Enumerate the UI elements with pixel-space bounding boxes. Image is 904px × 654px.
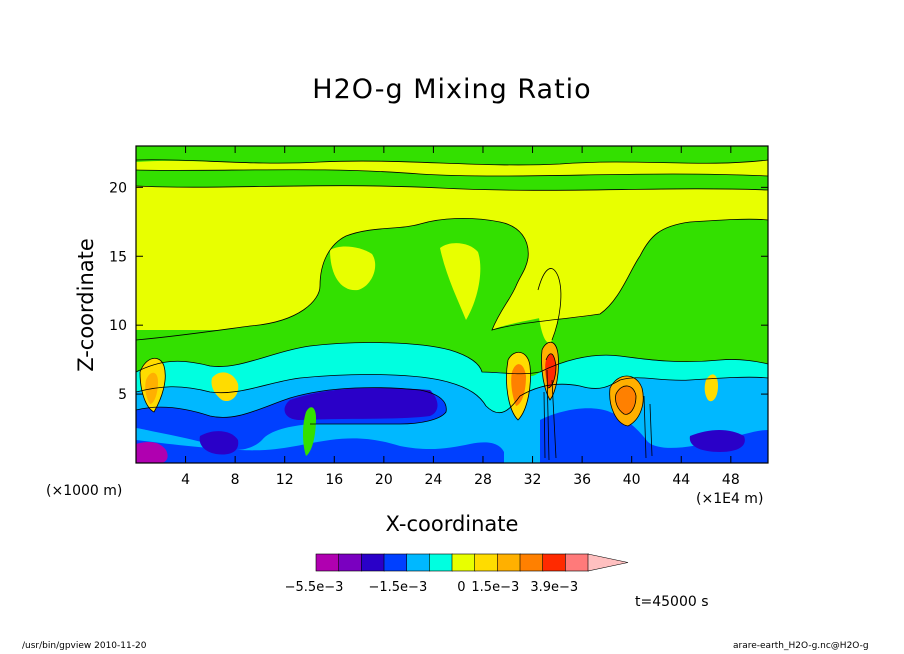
colorbar-segment (383, 553, 408, 572)
time-label: t=45000 s (635, 594, 709, 610)
x-tick-label: 40 (623, 472, 641, 488)
colorbar-segment (338, 553, 363, 572)
plot-frame (135, 145, 769, 464)
x-tick-label: 28 (474, 472, 492, 488)
colorbar-segment (565, 553, 589, 572)
x-axis-label: X-coordinate (385, 512, 519, 536)
colorbar-labels: −5.5e−3 −1.5e−3 0 1.5e−3 3.9e−3 (285, 580, 579, 595)
colorbar-segment (406, 553, 431, 572)
x-tick-label: 24 (424, 472, 442, 488)
x-tick-label: 16 (325, 472, 343, 488)
chart-title: H2O-g Mixing Ratio (312, 74, 592, 105)
x-tick-label: 44 (672, 472, 690, 488)
colorbar-segment (542, 553, 567, 572)
y-axis-label: Z-coordinate (74, 238, 98, 372)
x-tick-label: 36 (573, 472, 591, 488)
x-unit-note: (×1000 m) (46, 483, 123, 499)
colorbar-segment (519, 553, 544, 572)
colorbar-segment (429, 553, 453, 572)
colorbar-segment (497, 553, 521, 572)
footer-left: /usr/bin/gpview 2010-11-20 (22, 641, 147, 651)
y-tick-label: 5 (118, 387, 127, 403)
colorbar (315, 553, 629, 572)
colorbar-segment (361, 553, 385, 572)
colorbar-label: 3.9e−3 (530, 580, 578, 595)
x-tick-label: 48 (722, 472, 740, 488)
y-axis: 5 10 15 20 (109, 180, 768, 403)
colorbar-label: 0 (457, 580, 465, 595)
colorbar-arrow (587, 553, 629, 572)
x-tick-label: 20 (375, 472, 393, 488)
x-axis: 4 8 12 16 20 24 28 32 36 40 44 48 (181, 146, 740, 488)
colorbar-label: −5.5e−3 (285, 580, 344, 595)
colorbar-label: 1.5e−3 (471, 580, 519, 595)
x-tick-label: 12 (276, 472, 294, 488)
footer-right: arare-earth_H2O-g.nc@H2O-g (733, 641, 869, 651)
contour-fill (136, 146, 768, 463)
x-scale-note: (×1E4 m) (696, 491, 764, 507)
colorbar-segment (315, 553, 340, 572)
x-tick-label: 4 (181, 472, 190, 488)
colorbar-segment (451, 553, 476, 572)
colorbar-label: −1.5e−3 (368, 580, 427, 595)
x-tick-label: 32 (524, 472, 542, 488)
y-tick-label: 15 (109, 249, 127, 265)
colorbar-segment (474, 553, 499, 572)
x-tick-label: 8 (231, 472, 240, 488)
y-tick-label: 20 (109, 180, 127, 196)
y-tick-label: 10 (109, 318, 127, 334)
